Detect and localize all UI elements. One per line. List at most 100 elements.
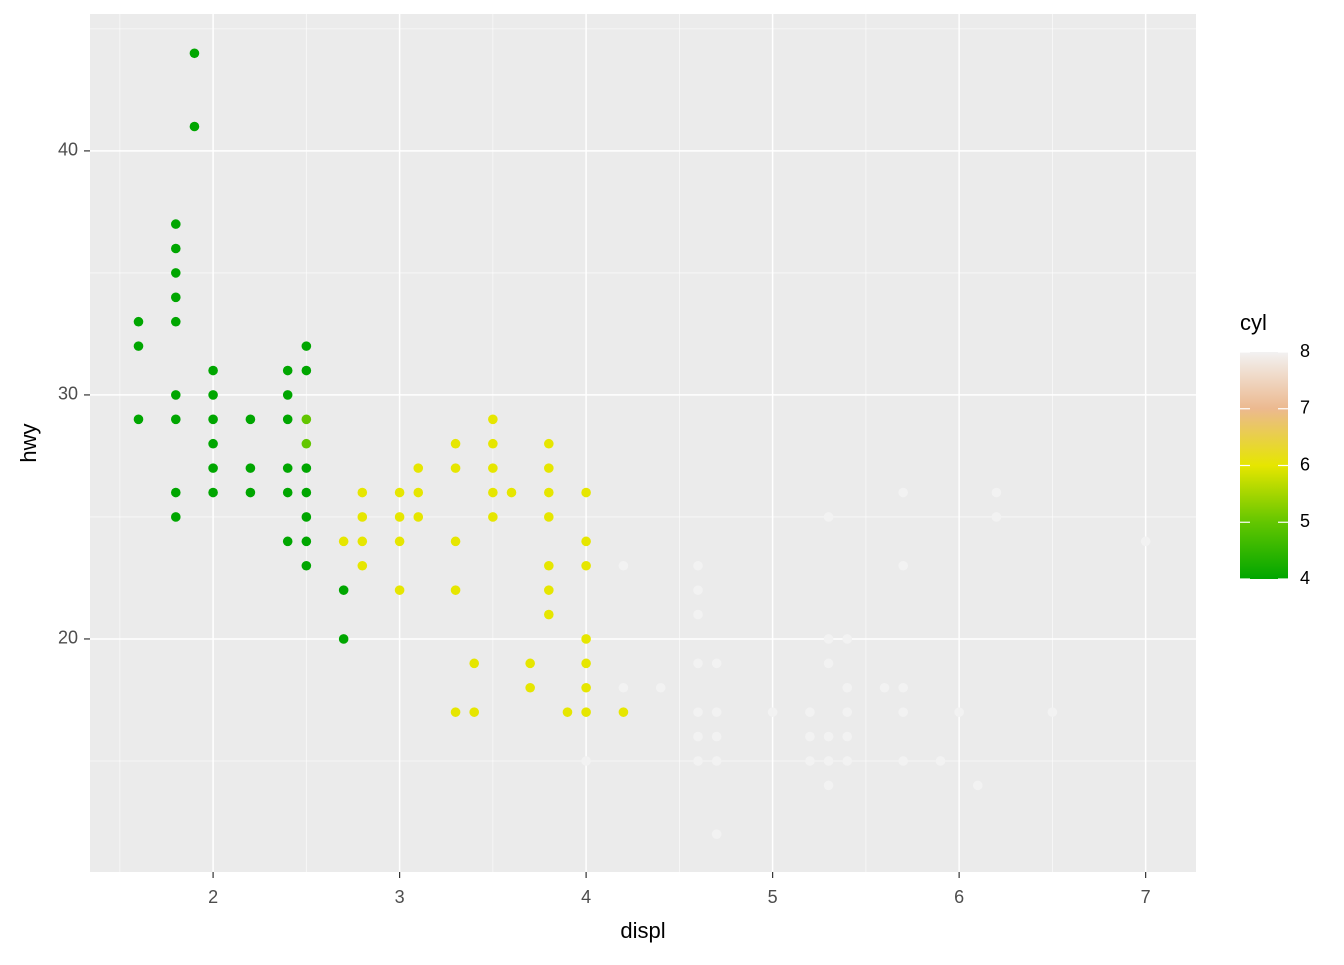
point bbox=[767, 707, 778, 717]
point bbox=[450, 585, 461, 595]
point bbox=[208, 463, 218, 473]
point bbox=[208, 487, 218, 498]
point bbox=[301, 438, 312, 449]
x-tick-label: 3 bbox=[395, 887, 405, 907]
point bbox=[394, 585, 405, 595]
point bbox=[208, 414, 218, 425]
point bbox=[544, 438, 554, 449]
point bbox=[282, 365, 293, 376]
point bbox=[170, 243, 181, 254]
point bbox=[655, 682, 666, 693]
point bbox=[338, 585, 349, 595]
point bbox=[469, 658, 480, 669]
point bbox=[805, 707, 815, 717]
point bbox=[469, 707, 480, 717]
point bbox=[170, 219, 181, 229]
point bbox=[208, 438, 218, 449]
point bbox=[711, 707, 722, 717]
point bbox=[1047, 707, 1058, 717]
point bbox=[133, 341, 144, 351]
point bbox=[823, 512, 834, 522]
legend-title: cyl bbox=[1240, 310, 1267, 335]
point bbox=[357, 536, 368, 547]
point bbox=[301, 487, 312, 498]
point bbox=[898, 487, 908, 498]
point bbox=[394, 536, 405, 547]
point bbox=[450, 463, 461, 473]
point bbox=[301, 560, 312, 571]
point bbox=[170, 316, 181, 327]
point bbox=[879, 682, 890, 693]
point bbox=[898, 682, 908, 693]
point bbox=[842, 756, 853, 766]
point bbox=[245, 487, 256, 498]
x-tick-label: 4 bbox=[581, 887, 591, 907]
point bbox=[711, 756, 722, 766]
point bbox=[991, 512, 1002, 522]
point bbox=[898, 707, 908, 717]
point bbox=[581, 756, 591, 766]
point bbox=[693, 609, 703, 620]
y-tick-label: 30 bbox=[58, 384, 78, 404]
point bbox=[823, 731, 834, 742]
point bbox=[693, 731, 703, 742]
point bbox=[842, 682, 853, 693]
x-tick-label: 5 bbox=[768, 887, 778, 907]
point bbox=[450, 707, 461, 717]
x-axis-title: displ bbox=[620, 918, 665, 943]
point bbox=[544, 487, 554, 498]
point bbox=[301, 365, 312, 376]
point bbox=[693, 585, 703, 595]
point bbox=[618, 682, 629, 693]
point bbox=[301, 341, 312, 351]
point bbox=[170, 292, 181, 303]
point bbox=[581, 487, 591, 498]
legend-label: 6 bbox=[1300, 454, 1310, 474]
point bbox=[823, 780, 834, 791]
legend-label: 8 bbox=[1300, 341, 1310, 361]
point bbox=[693, 658, 703, 669]
point bbox=[450, 536, 461, 547]
point bbox=[693, 756, 703, 766]
x-tick-label: 7 bbox=[1141, 887, 1151, 907]
y-axis-title: hwy bbox=[16, 423, 41, 462]
point bbox=[618, 560, 629, 571]
y-tick-label: 40 bbox=[58, 140, 78, 160]
point bbox=[711, 731, 722, 742]
point bbox=[413, 463, 424, 473]
point bbox=[935, 756, 946, 766]
point bbox=[282, 414, 293, 425]
point bbox=[488, 487, 498, 498]
point bbox=[506, 487, 517, 498]
point bbox=[544, 463, 554, 473]
point bbox=[581, 682, 591, 693]
point bbox=[357, 560, 368, 571]
point bbox=[170, 512, 181, 522]
point bbox=[413, 512, 424, 522]
point bbox=[618, 707, 629, 717]
point bbox=[842, 707, 853, 717]
point bbox=[842, 731, 853, 742]
point bbox=[488, 414, 498, 425]
point bbox=[488, 463, 498, 473]
panel bbox=[90, 14, 1196, 872]
point bbox=[245, 414, 256, 425]
point bbox=[488, 438, 498, 449]
point bbox=[357, 487, 368, 498]
point bbox=[954, 707, 964, 717]
point bbox=[170, 414, 181, 425]
point bbox=[282, 390, 293, 400]
point bbox=[525, 658, 535, 669]
point bbox=[394, 512, 405, 522]
point bbox=[823, 634, 834, 644]
point bbox=[357, 512, 368, 522]
y-tick-label: 20 bbox=[58, 628, 78, 648]
point bbox=[693, 707, 703, 717]
point bbox=[544, 560, 554, 571]
point bbox=[189, 48, 200, 59]
point bbox=[282, 536, 293, 547]
point bbox=[189, 121, 200, 132]
point bbox=[208, 365, 218, 376]
point bbox=[581, 536, 591, 547]
point bbox=[898, 756, 908, 766]
